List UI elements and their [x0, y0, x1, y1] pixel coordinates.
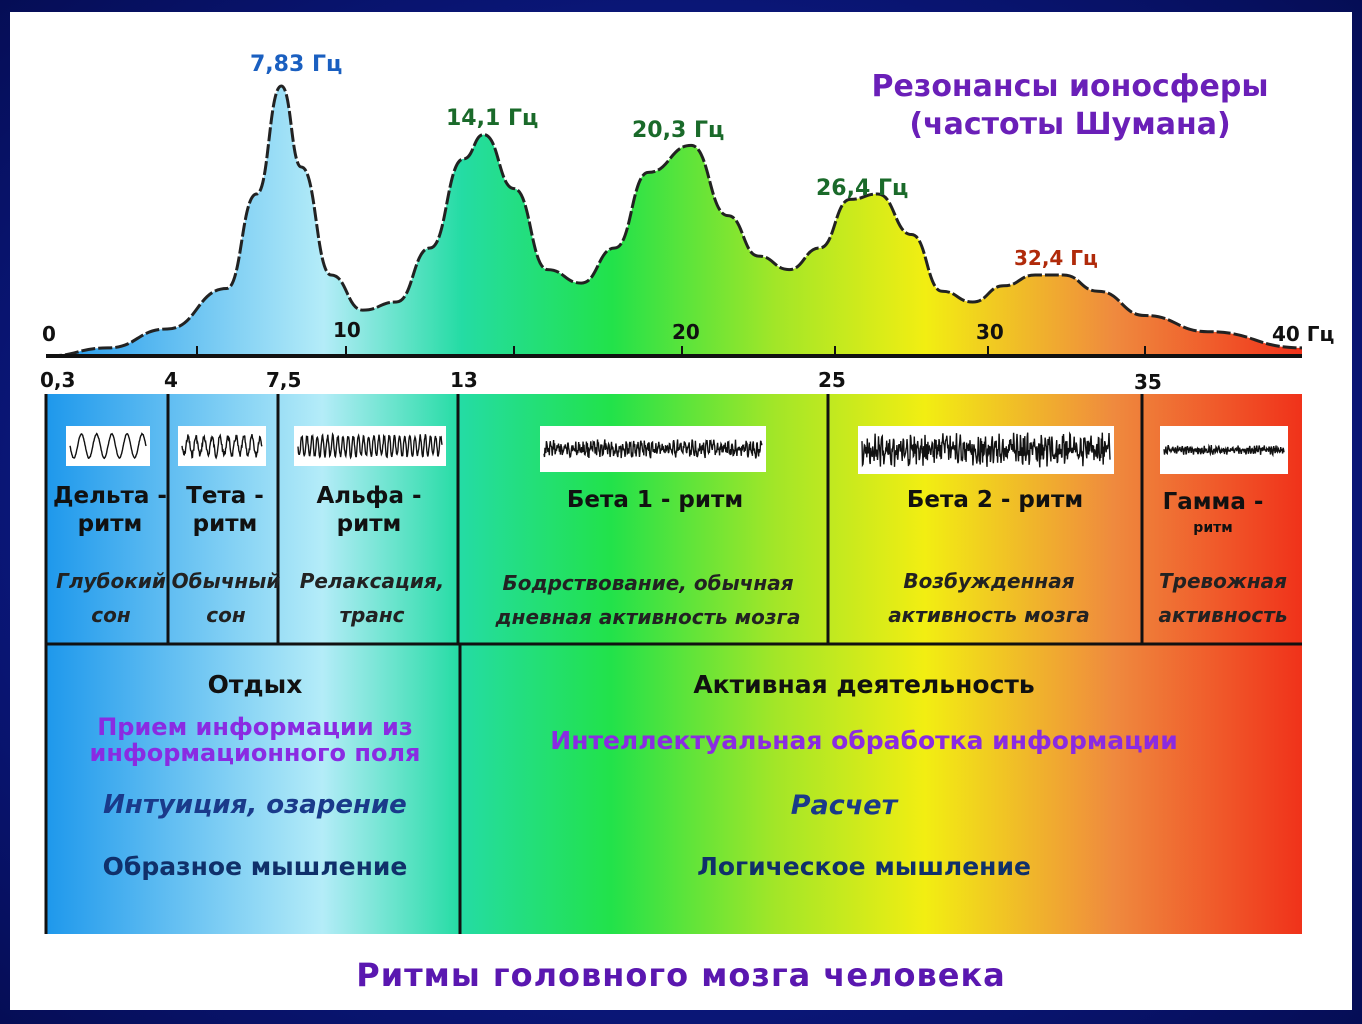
rest-intuition: Интуиция, озарение [103, 790, 407, 820]
title-line-2: (частоты Шумана) [909, 107, 1231, 142]
peak-label-3: 20,3 Гц [632, 118, 725, 143]
gamma-name: Гамма - [1162, 489, 1264, 515]
beta2-wave-sample [858, 426, 1114, 474]
wave-trace [1163, 443, 1285, 458]
theta-wave-sample [178, 426, 266, 466]
footer-title: Ритмы головного мозга человека [356, 956, 1006, 994]
gamma-wave-sample [1160, 426, 1288, 474]
wave-trace [181, 433, 263, 460]
infographic-page: Резонансы ионосферы (частоты Шумана) 7,8… [10, 12, 1352, 1010]
delta-wave-sample [66, 426, 150, 466]
bottom-tick-35: 35 [1134, 370, 1162, 394]
rest-info-reception: Прием информации из информационного поля [89, 713, 421, 767]
rest-figurative-thinking: Образное мышление [102, 852, 408, 881]
peak-label-4: 26,4 Гц [816, 176, 909, 201]
wave-trace [861, 431, 1111, 468]
active-heading: Активная деятельность [693, 670, 1035, 699]
active-calculation: Расчет [790, 790, 898, 821]
wave-trace [543, 439, 763, 459]
title-line-1: Резонансы ионосферы [871, 69, 1269, 104]
bottom-tick-4: 4 [164, 368, 178, 392]
top-tick-30: 30 [976, 320, 1004, 344]
bottom-tick-7-5: 7,5 [266, 368, 302, 392]
beta2-name: Бета 2 - ритм [906, 487, 1084, 513]
alpha-description: Релаксация, транс [299, 569, 445, 627]
gradient-chart-svg [44, 84, 1303, 934]
top-tick-20: 20 [672, 320, 700, 344]
top-tick-40: 40 Гц [1272, 322, 1335, 346]
wave-trace [69, 432, 147, 460]
beta1-wave-sample [540, 426, 766, 472]
bottom-tick-25: 25 [818, 368, 846, 392]
gamma-subname: ритм [1193, 520, 1233, 536]
delta-name: Дельта - ритм [53, 483, 167, 537]
active-info-processing: Интеллектуальная обработка информации [550, 726, 1178, 755]
top-tick-10: 10 [333, 318, 361, 342]
theta-description: Обычный сон [171, 569, 281, 627]
delta-description: Глубокий сон [56, 569, 166, 627]
schumann-curve [47, 84, 1303, 358]
gamma-description: Тревожная активность [1158, 569, 1288, 627]
top-tick-0: 0 [42, 322, 56, 346]
beta1-name: Бета 1 - ритм [566, 487, 744, 513]
bottom-tick-0-3: 0,3 [40, 368, 76, 392]
beta2-description: Возбужденная активность мозга [888, 569, 1090, 627]
beta1-description: Бодрствование, обычная дневная активност… [495, 571, 801, 629]
alpha-wave-sample [294, 426, 446, 466]
alpha-name: Альфа - ритм [316, 483, 422, 537]
schumann-area [48, 86, 1302, 356]
theta-name: Тета - ритм [186, 483, 264, 537]
wave-trace [297, 432, 443, 460]
spectrum-background [46, 394, 1302, 934]
peak-label-5: 32,4 Гц [1014, 246, 1098, 270]
rest-heading: Отдых [207, 670, 303, 699]
active-logical-thinking: Логическое мышление [697, 852, 1031, 881]
peak-label-1: 7,83 Гц [250, 52, 343, 77]
bottom-tick-13: 13 [450, 368, 478, 392]
peak-label-2: 14,1 Гц [446, 106, 539, 131]
schumann-title: Резонансы ионосферы (частоты Шумана) [860, 68, 1280, 144]
